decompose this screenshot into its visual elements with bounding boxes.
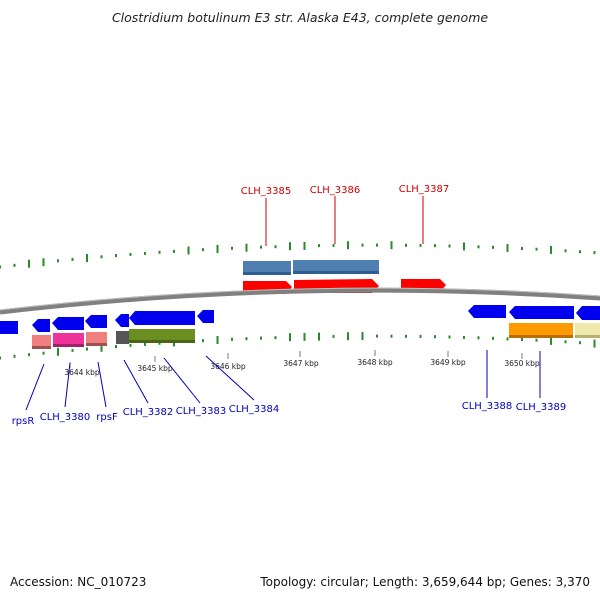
cds-arrow-left-edge[interactable] — [0, 321, 18, 334]
scale-label-3647: 3647 kbp — [283, 359, 319, 368]
gene-bar-clh3386[interactable] — [293, 260, 379, 274]
cds-arrow-clh3384[interactable] — [197, 310, 214, 323]
gc-content-track-top — [0, 241, 596, 269]
map-title: Clostridium botulinum E3 str. Alaska E43… — [111, 10, 489, 25]
feature-bar-shadow — [129, 340, 195, 343]
gene-label-clh3384[interactable]: CLH_3384 — [229, 404, 280, 415]
genome-backbone — [0, 287, 600, 315]
backbone-highlight — [0, 287, 600, 311]
leader-line — [64, 362, 71, 408]
gene-label-clh3383[interactable]: CLH_3383 — [176, 406, 227, 417]
topology-text: Topology: circular; Length: 3,659,644 bp… — [260, 575, 590, 589]
scale-label-3646: 3646 kbp — [210, 362, 246, 371]
gene-label-clh3385[interactable]: CLH_3385 — [241, 186, 292, 197]
cds-arrow-clh3383[interactable] — [129, 311, 195, 325]
cds-arrow-rpsf[interactable] — [85, 315, 107, 328]
leader-line — [163, 357, 201, 404]
feature-bar-salmon-2[interactable] — [86, 332, 107, 345]
scale-label-3645: 3645 kbp — [137, 364, 173, 373]
scale-ruler: 3644 kbp 3645 kbp 3646 kbp 3647 kbp 3648… — [64, 350, 540, 377]
cds-arrow-rpsr[interactable] — [32, 319, 50, 332]
labels-top: CLH_3385 CLH_3386 CLH_3387 — [241, 184, 450, 246]
gene-label-clh3387[interactable]: CLH_3387 — [399, 184, 450, 195]
feature-bar-khaki[interactable] — [575, 323, 600, 337]
leader-line — [205, 355, 255, 401]
feature-bar-shadow — [86, 343, 107, 346]
feature-bar-grey[interactable] — [116, 331, 129, 344]
gene-bar-shadow — [293, 271, 379, 274]
feature-bar-shadow — [575, 335, 600, 338]
feature-bar-olive[interactable] — [129, 329, 195, 342]
gene-label-clh3386[interactable]: CLH_3386 — [310, 185, 361, 196]
cds-arrow-clh3388[interactable] — [468, 305, 506, 318]
gene-label-clh3388[interactable]: CLH_3388 — [462, 401, 513, 412]
accession-text: Accession: NC_010723 — [10, 575, 147, 589]
feature-bar-shadow — [509, 335, 573, 338]
gene-bar-shadow — [243, 272, 291, 275]
scale-label-3650: 3650 kbp — [504, 359, 540, 368]
feature-bar-salmon-1[interactable] — [32, 335, 51, 348]
feature-track-bottom — [32, 323, 600, 349]
cds-arrow-clh3380[interactable] — [52, 317, 84, 330]
feature-bar-orange[interactable] — [509, 323, 573, 337]
gene-bar-clh3385[interactable] — [243, 261, 291, 275]
gene-track-reverse — [0, 305, 600, 334]
cds-arrow-clh3389[interactable] — [509, 306, 574, 319]
gene-label-clh3389[interactable]: CLH_3389 — [516, 402, 567, 413]
leader-line — [97, 361, 107, 408]
feature-bar-pink[interactable] — [53, 333, 84, 346]
labels-bottom: rpsR CLH_3380 rpsF CLH_3382 CLH_3383 CLH… — [12, 350, 567, 427]
gene-label-rpsf[interactable]: rpsF — [96, 412, 118, 423]
gc-content-track-bottom — [0, 332, 596, 360]
leader-line — [123, 359, 149, 404]
gene-label-clh3380[interactable]: CLH_3380 — [40, 412, 91, 423]
feature-bar-shadow — [32, 346, 51, 349]
cds-arrow-clh3382[interactable] — [115, 314, 129, 327]
leader-line — [25, 363, 45, 411]
feature-bar-shadow — [53, 344, 84, 347]
scale-label-3649: 3649 kbp — [430, 358, 466, 367]
gene-label-clh3382[interactable]: CLH_3382 — [123, 407, 174, 418]
cds-arrow-right-edge[interactable] — [576, 306, 600, 320]
scale-label-3648: 3648 kbp — [357, 358, 393, 367]
scale-label-3644: 3644 kbp — [64, 368, 100, 377]
gene-label-rpsr[interactable]: rpsR — [12, 416, 35, 427]
